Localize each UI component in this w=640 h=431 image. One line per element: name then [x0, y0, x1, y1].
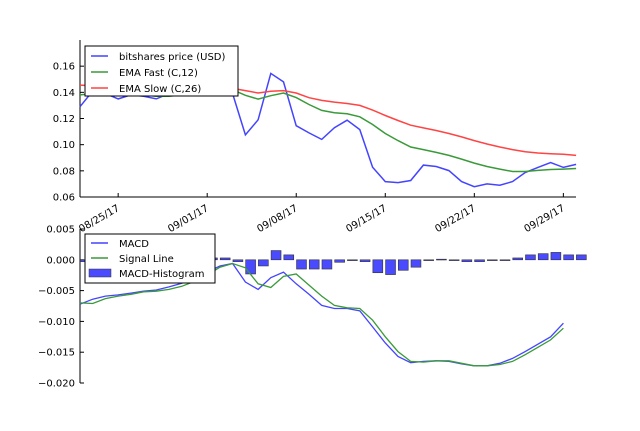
y-tick-label: −0.010: [38, 317, 75, 328]
y-tick-label: 0.005: [46, 225, 75, 236]
histogram-bar: [245, 259, 256, 275]
histogram-bar: [436, 258, 447, 261]
histogram-bar: [423, 259, 434, 261]
series-line-signal: [79, 262, 564, 367]
histogram-bar: [576, 254, 587, 261]
y-tick-label: −0.005: [38, 286, 75, 297]
histogram-bar: [308, 259, 320, 270]
histogram-bar: [359, 259, 371, 262]
y-tick-label: 0.12: [53, 114, 75, 125]
legend-label-macd: MACD: [119, 239, 149, 250]
legend-label-signal: Signal Line: [119, 254, 174, 265]
histogram-bar: [512, 257, 524, 261]
y-tick-label: −0.015: [38, 348, 75, 359]
legend-label-price: bitshares price (USD): [119, 52, 225, 63]
histogram-bar: [397, 259, 409, 271]
legend-label-histogram: MACD-Histogram: [119, 269, 204, 280]
histogram-bar: [487, 259, 498, 261]
histogram-bar: [550, 252, 562, 261]
histogram-bar: [296, 259, 307, 270]
histogram-bar: [283, 254, 295, 261]
y-tick-label: 0.14: [53, 88, 75, 99]
histogram-bar: [537, 253, 549, 261]
histogram-bar: [461, 259, 473, 262]
histogram-bar: [270, 250, 282, 261]
histogram-bar: [410, 259, 422, 268]
y-tick-label: −0.020: [38, 379, 75, 390]
histogram-bar: [258, 259, 269, 267]
histogram-bar: [499, 259, 511, 261]
y-tick-label: 0.000: [46, 255, 75, 266]
y-tick-label: 0.16: [53, 62, 75, 73]
y-tick-label: 0.10: [53, 140, 75, 151]
histogram-bar: [372, 259, 384, 274]
histogram-bar: [525, 254, 536, 261]
histogram-bar: [474, 259, 485, 262]
histogram-bar: [448, 259, 460, 261]
legend-swatch-histogram: [88, 268, 112, 278]
histogram-bar: [219, 257, 231, 261]
histogram-bar: [385, 259, 396, 275]
price-legend: bitshares price (USD) EMA Fast (C,12) EM…: [84, 45, 239, 97]
histogram-bar: [232, 259, 244, 262]
legend-label-ema-slow: EMA Slow (C,26): [119, 84, 201, 95]
histogram-bar: [347, 259, 358, 261]
y-tick-label: 0.08: [53, 166, 75, 177]
y-tick-label: 0.06: [53, 193, 75, 204]
macd-legend: MACD Signal Line MACD-Histogram: [84, 233, 216, 284]
macd-chart: 0.005 0.000 −0.005 −0.010 −0.015 −0.020: [38, 225, 587, 390]
histogram-bar: [334, 259, 345, 263]
histogram-bar: [563, 254, 574, 261]
legend-label-ema-fast: EMA Fast (C,12): [119, 68, 198, 79]
histogram-bar: [321, 259, 333, 270]
